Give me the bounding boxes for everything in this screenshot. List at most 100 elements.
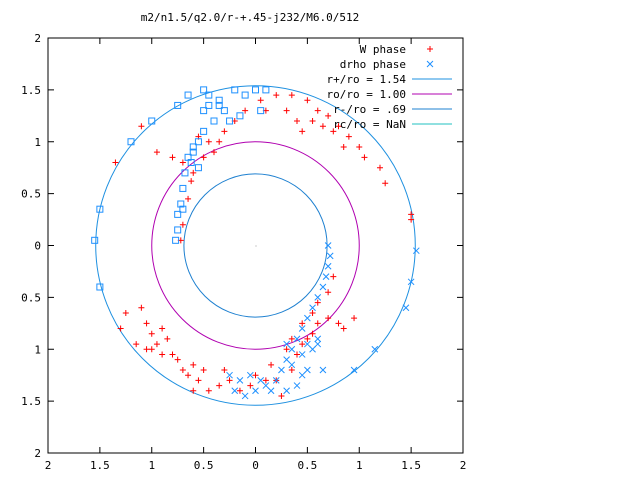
point-plus bbox=[164, 335, 171, 342]
point-plus bbox=[361, 154, 368, 161]
point-plus bbox=[117, 325, 124, 332]
legend-label: rc/ro = NaN bbox=[333, 118, 406, 131]
point-plus bbox=[288, 335, 295, 342]
point-plus bbox=[340, 325, 347, 332]
point-box bbox=[226, 117, 234, 125]
point-box bbox=[179, 205, 187, 213]
point-plus bbox=[179, 367, 186, 373]
point-plus bbox=[153, 341, 160, 348]
point-box bbox=[236, 112, 244, 120]
point-plus bbox=[382, 180, 389, 187]
point-plus bbox=[143, 346, 150, 353]
point-plus bbox=[252, 372, 259, 379]
point-plus bbox=[340, 143, 347, 150]
legend-label: r-/ro = .69 bbox=[333, 103, 406, 116]
point-plus bbox=[257, 97, 264, 104]
y-tick-label: 1 bbox=[34, 343, 41, 356]
circle-roro bbox=[151, 141, 360, 350]
point-cross bbox=[407, 278, 415, 286]
point-plus bbox=[179, 159, 186, 166]
point-cross bbox=[319, 366, 327, 374]
point-plus bbox=[153, 149, 160, 156]
axis-ticks: 2 1.5 1 0.5 0 0.5 1 1.5 221.510.500.511.52 bbox=[21, 32, 466, 472]
point-plus bbox=[211, 149, 217, 156]
point-plus bbox=[345, 133, 352, 140]
point-cross bbox=[241, 392, 249, 400]
point-box bbox=[177, 200, 185, 208]
point-cross bbox=[371, 345, 379, 353]
point-plus bbox=[335, 123, 342, 130]
point-plus bbox=[188, 178, 195, 185]
point-plus bbox=[377, 164, 383, 171]
point-cross bbox=[350, 366, 358, 374]
x-tick-label: 2 bbox=[45, 459, 52, 472]
point-cross bbox=[298, 351, 306, 358]
point-plus bbox=[314, 320, 321, 327]
legend-label: r+/ro = 1.54 bbox=[327, 73, 407, 86]
point-cross bbox=[412, 247, 420, 255]
chart-title: m2/n1.5/q2.0/r-+.45-j232/M6.0/512 bbox=[141, 11, 360, 24]
point-box bbox=[200, 86, 208, 94]
point-box bbox=[189, 143, 197, 151]
point-plus bbox=[314, 299, 321, 306]
point-box bbox=[174, 226, 182, 234]
point-box bbox=[231, 86, 239, 94]
x-tick-label: 0 bbox=[252, 459, 259, 472]
point-plus bbox=[143, 320, 150, 327]
point-box bbox=[215, 101, 223, 109]
point-box bbox=[257, 107, 265, 115]
center-dot bbox=[255, 245, 257, 247]
point-box bbox=[172, 236, 180, 244]
point-box bbox=[127, 138, 135, 146]
reference-circles bbox=[95, 85, 416, 406]
point-plus bbox=[283, 346, 290, 353]
point-box bbox=[174, 210, 182, 218]
point-plus bbox=[216, 138, 223, 145]
y-tick-label: 2 bbox=[34, 32, 41, 45]
point-cross bbox=[314, 294, 322, 301]
point-cross bbox=[298, 325, 306, 332]
point-plus bbox=[138, 304, 145, 311]
point-cross bbox=[272, 377, 280, 384]
point-plus bbox=[299, 341, 306, 348]
point-plus bbox=[304, 97, 311, 104]
x-tick-label: 2 bbox=[460, 459, 467, 472]
point-box bbox=[252, 86, 259, 94]
point-box bbox=[187, 159, 195, 166]
point-box bbox=[96, 205, 104, 213]
point-plus bbox=[190, 169, 197, 176]
legend-label: ro/ro = 1.00 bbox=[327, 88, 406, 101]
point-box bbox=[241, 91, 249, 99]
point-plus bbox=[356, 143, 363, 150]
point-plus bbox=[325, 289, 332, 296]
point-box bbox=[184, 91, 192, 99]
point-plus bbox=[278, 392, 285, 399]
point-plus bbox=[325, 315, 332, 322]
circle-rro bbox=[95, 85, 416, 406]
point-box bbox=[220, 107, 228, 115]
point-box bbox=[91, 236, 99, 244]
legend-label: drho phase bbox=[340, 58, 406, 71]
point-plus bbox=[309, 330, 316, 337]
point-plus bbox=[174, 356, 181, 363]
point-cross bbox=[231, 387, 239, 395]
point-plus bbox=[159, 351, 166, 358]
point-plus bbox=[122, 309, 129, 316]
point-cross bbox=[314, 340, 322, 348]
point-plus bbox=[288, 367, 295, 373]
point-plus bbox=[330, 273, 337, 280]
point-plus bbox=[273, 92, 280, 99]
point-box bbox=[148, 117, 156, 125]
point-box bbox=[174, 101, 182, 109]
point-cross bbox=[304, 314, 311, 322]
point-plus bbox=[179, 221, 186, 228]
point-box bbox=[205, 101, 213, 109]
point-plus bbox=[247, 382, 254, 389]
point-box bbox=[205, 91, 213, 99]
point-plus bbox=[138, 123, 145, 130]
point-plus bbox=[294, 351, 300, 358]
point-box bbox=[96, 283, 104, 291]
point-plus bbox=[242, 107, 249, 114]
point-cross bbox=[283, 387, 290, 395]
